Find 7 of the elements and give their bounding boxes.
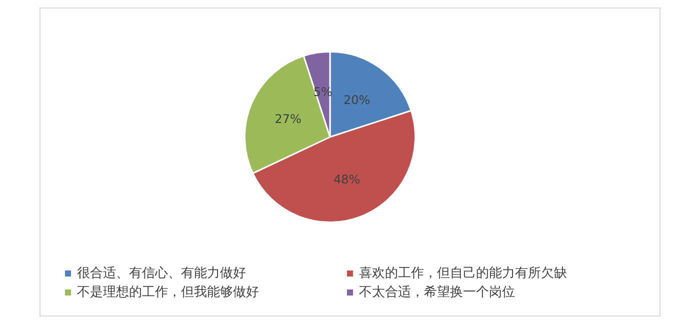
- legend-label: 很合适、有信心、有能力做好: [77, 265, 246, 281]
- data-label: 48%: [333, 172, 360, 186]
- data-label: 27%: [274, 112, 302, 126]
- legend-label: 不是理想的工作，但我能够做好: [77, 285, 259, 300]
- legend-label: 不太合适，希望换一个岗位: [359, 285, 515, 300]
- legend-label: 喜欢的工作，但自己的能力有所欠缺: [359, 266, 567, 281]
- data-label: 20%: [343, 93, 370, 108]
